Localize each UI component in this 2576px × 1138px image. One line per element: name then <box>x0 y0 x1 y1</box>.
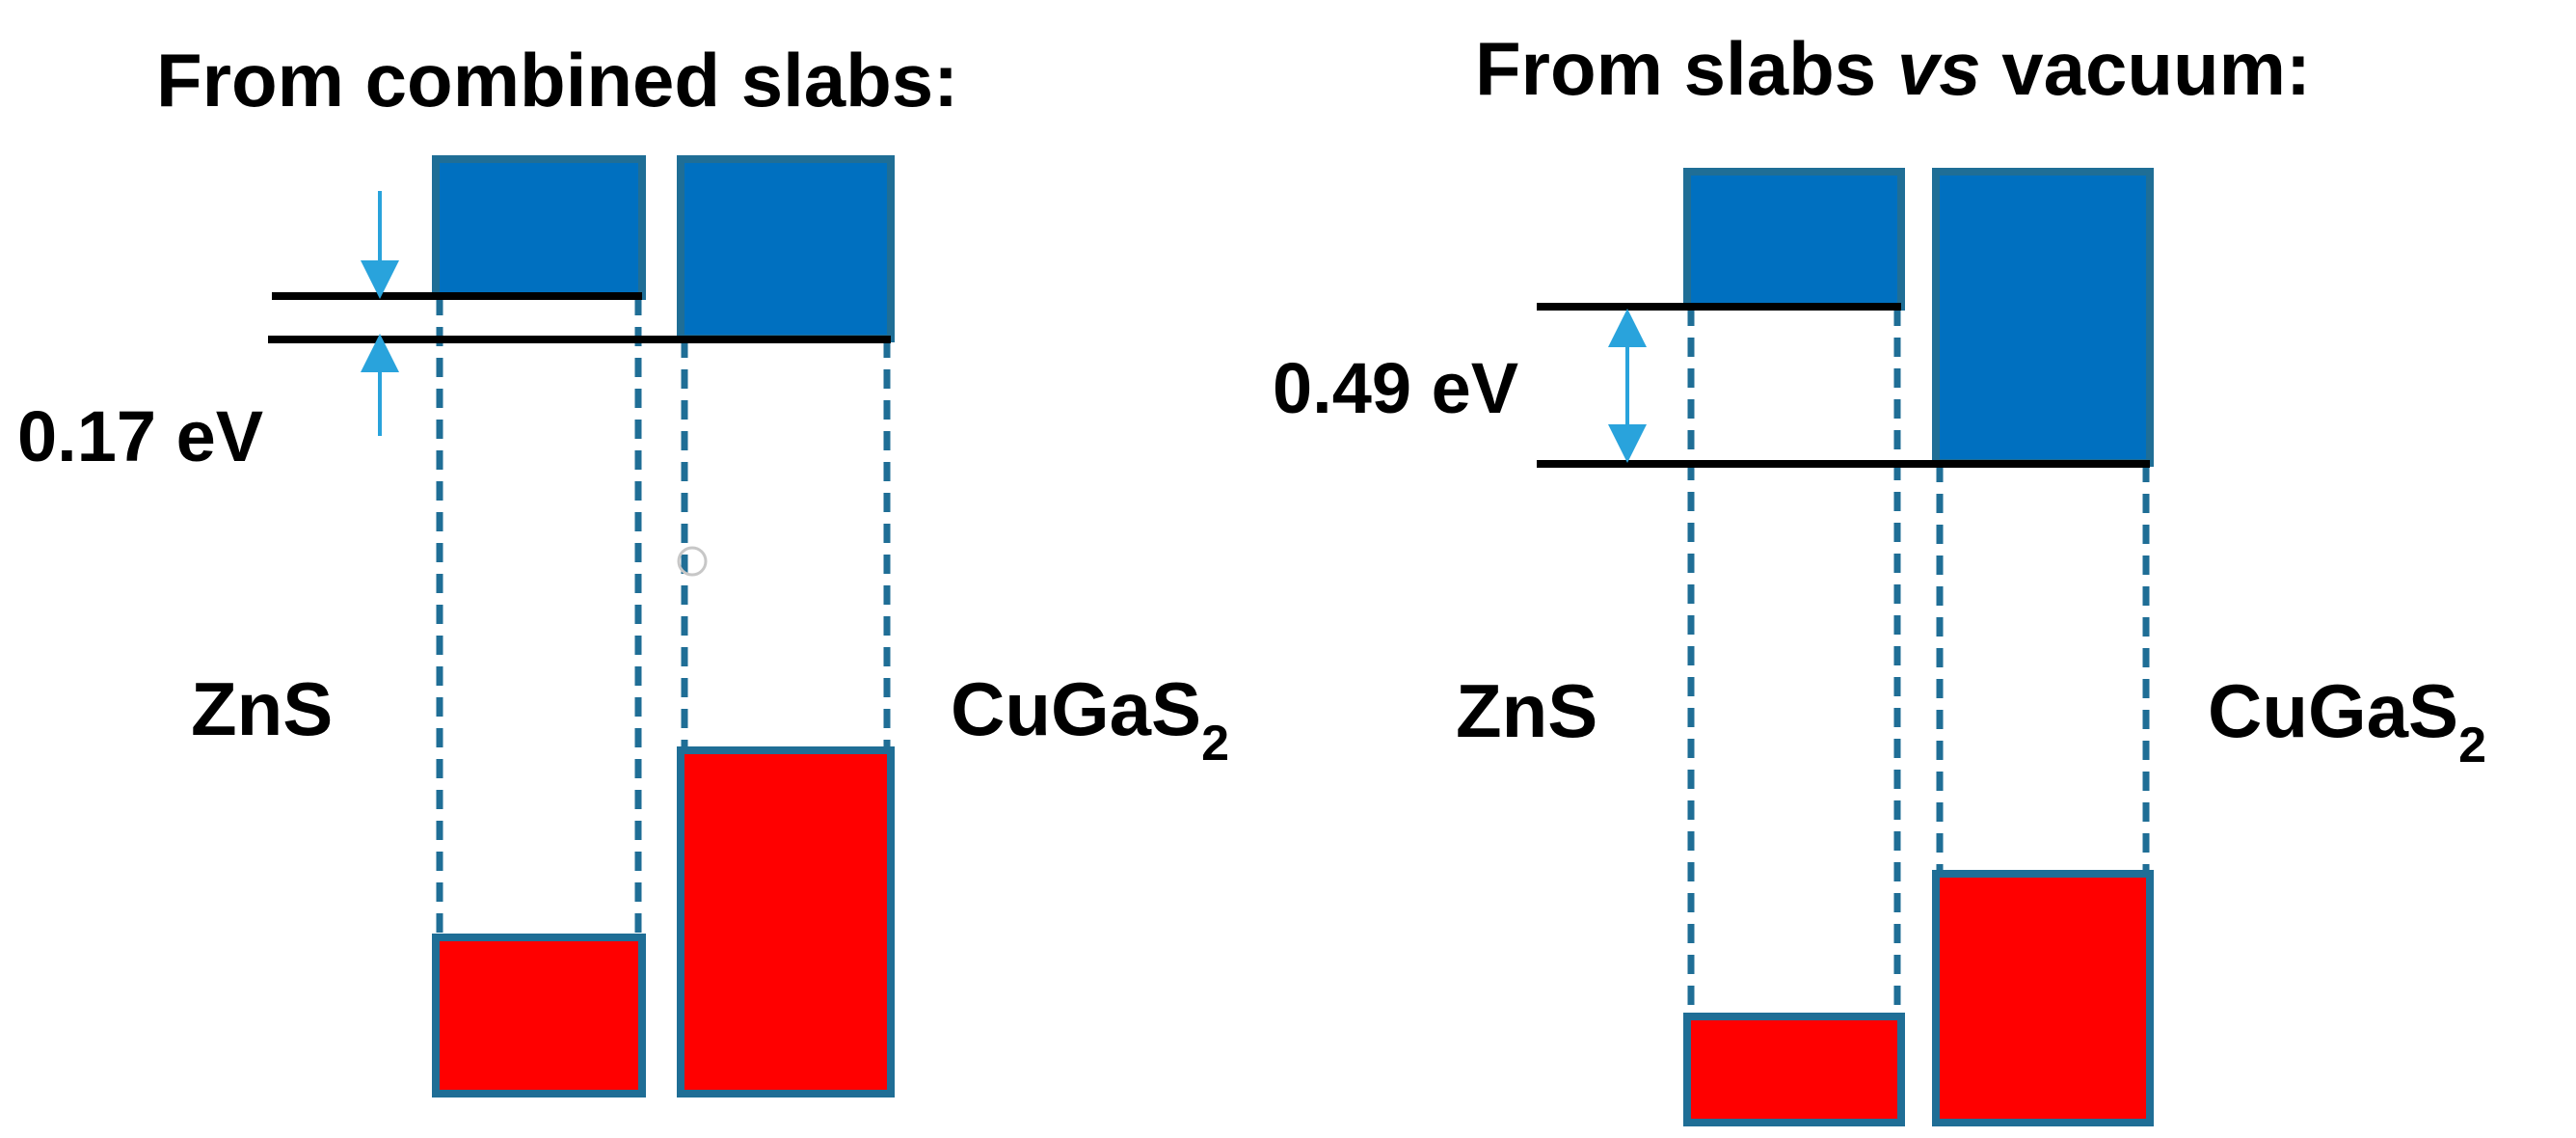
material-label-cugas2: CuGaS2 <box>2208 668 2486 773</box>
zns-valence-band <box>432 934 646 1097</box>
panel-combined-slabs: From combined slabs: 0.17 eV ZnS CuGaS2 <box>17 38 1229 1097</box>
title-italic: vs <box>1897 26 1981 111</box>
zns-conduction-band <box>432 155 646 300</box>
formula-subscript: 2 <box>2458 718 2486 773</box>
cugas2-valence-band <box>677 746 895 1097</box>
band-offset-label: 0.17 eV <box>17 396 263 476</box>
title-pre: From slabs <box>1475 26 1897 111</box>
panel-slabs-vs-vacuum: From slabs vs vacuum: 0.49 eV ZnS CuGaS2 <box>1273 26 2486 1126</box>
material-label-zns: ZnS <box>1456 668 1597 753</box>
zns-conduction-band <box>1683 168 1905 311</box>
cugas2-valence-band <box>1932 870 2154 1126</box>
material-label-cugas2: CuGaS2 <box>951 666 1229 772</box>
cugas2-conduction-band <box>1932 168 2154 467</box>
formula-base: CuGaS <box>2208 668 2458 753</box>
band-offset-label: 0.49 eV <box>1273 348 1518 428</box>
formula-subscript: 2 <box>1201 716 1229 772</box>
formula-base: CuGaS <box>951 666 1201 751</box>
panel-title: From slabs vs vacuum: <box>1475 26 2311 111</box>
cursor-ring <box>677 546 708 577</box>
zns-valence-band <box>1683 1013 1905 1126</box>
material-label-zns: ZnS <box>191 666 333 751</box>
panel-title: From combined slabs: <box>156 38 958 122</box>
cugas2-conduction-band <box>677 155 895 342</box>
title-post: vacuum: <box>1981 26 2311 111</box>
